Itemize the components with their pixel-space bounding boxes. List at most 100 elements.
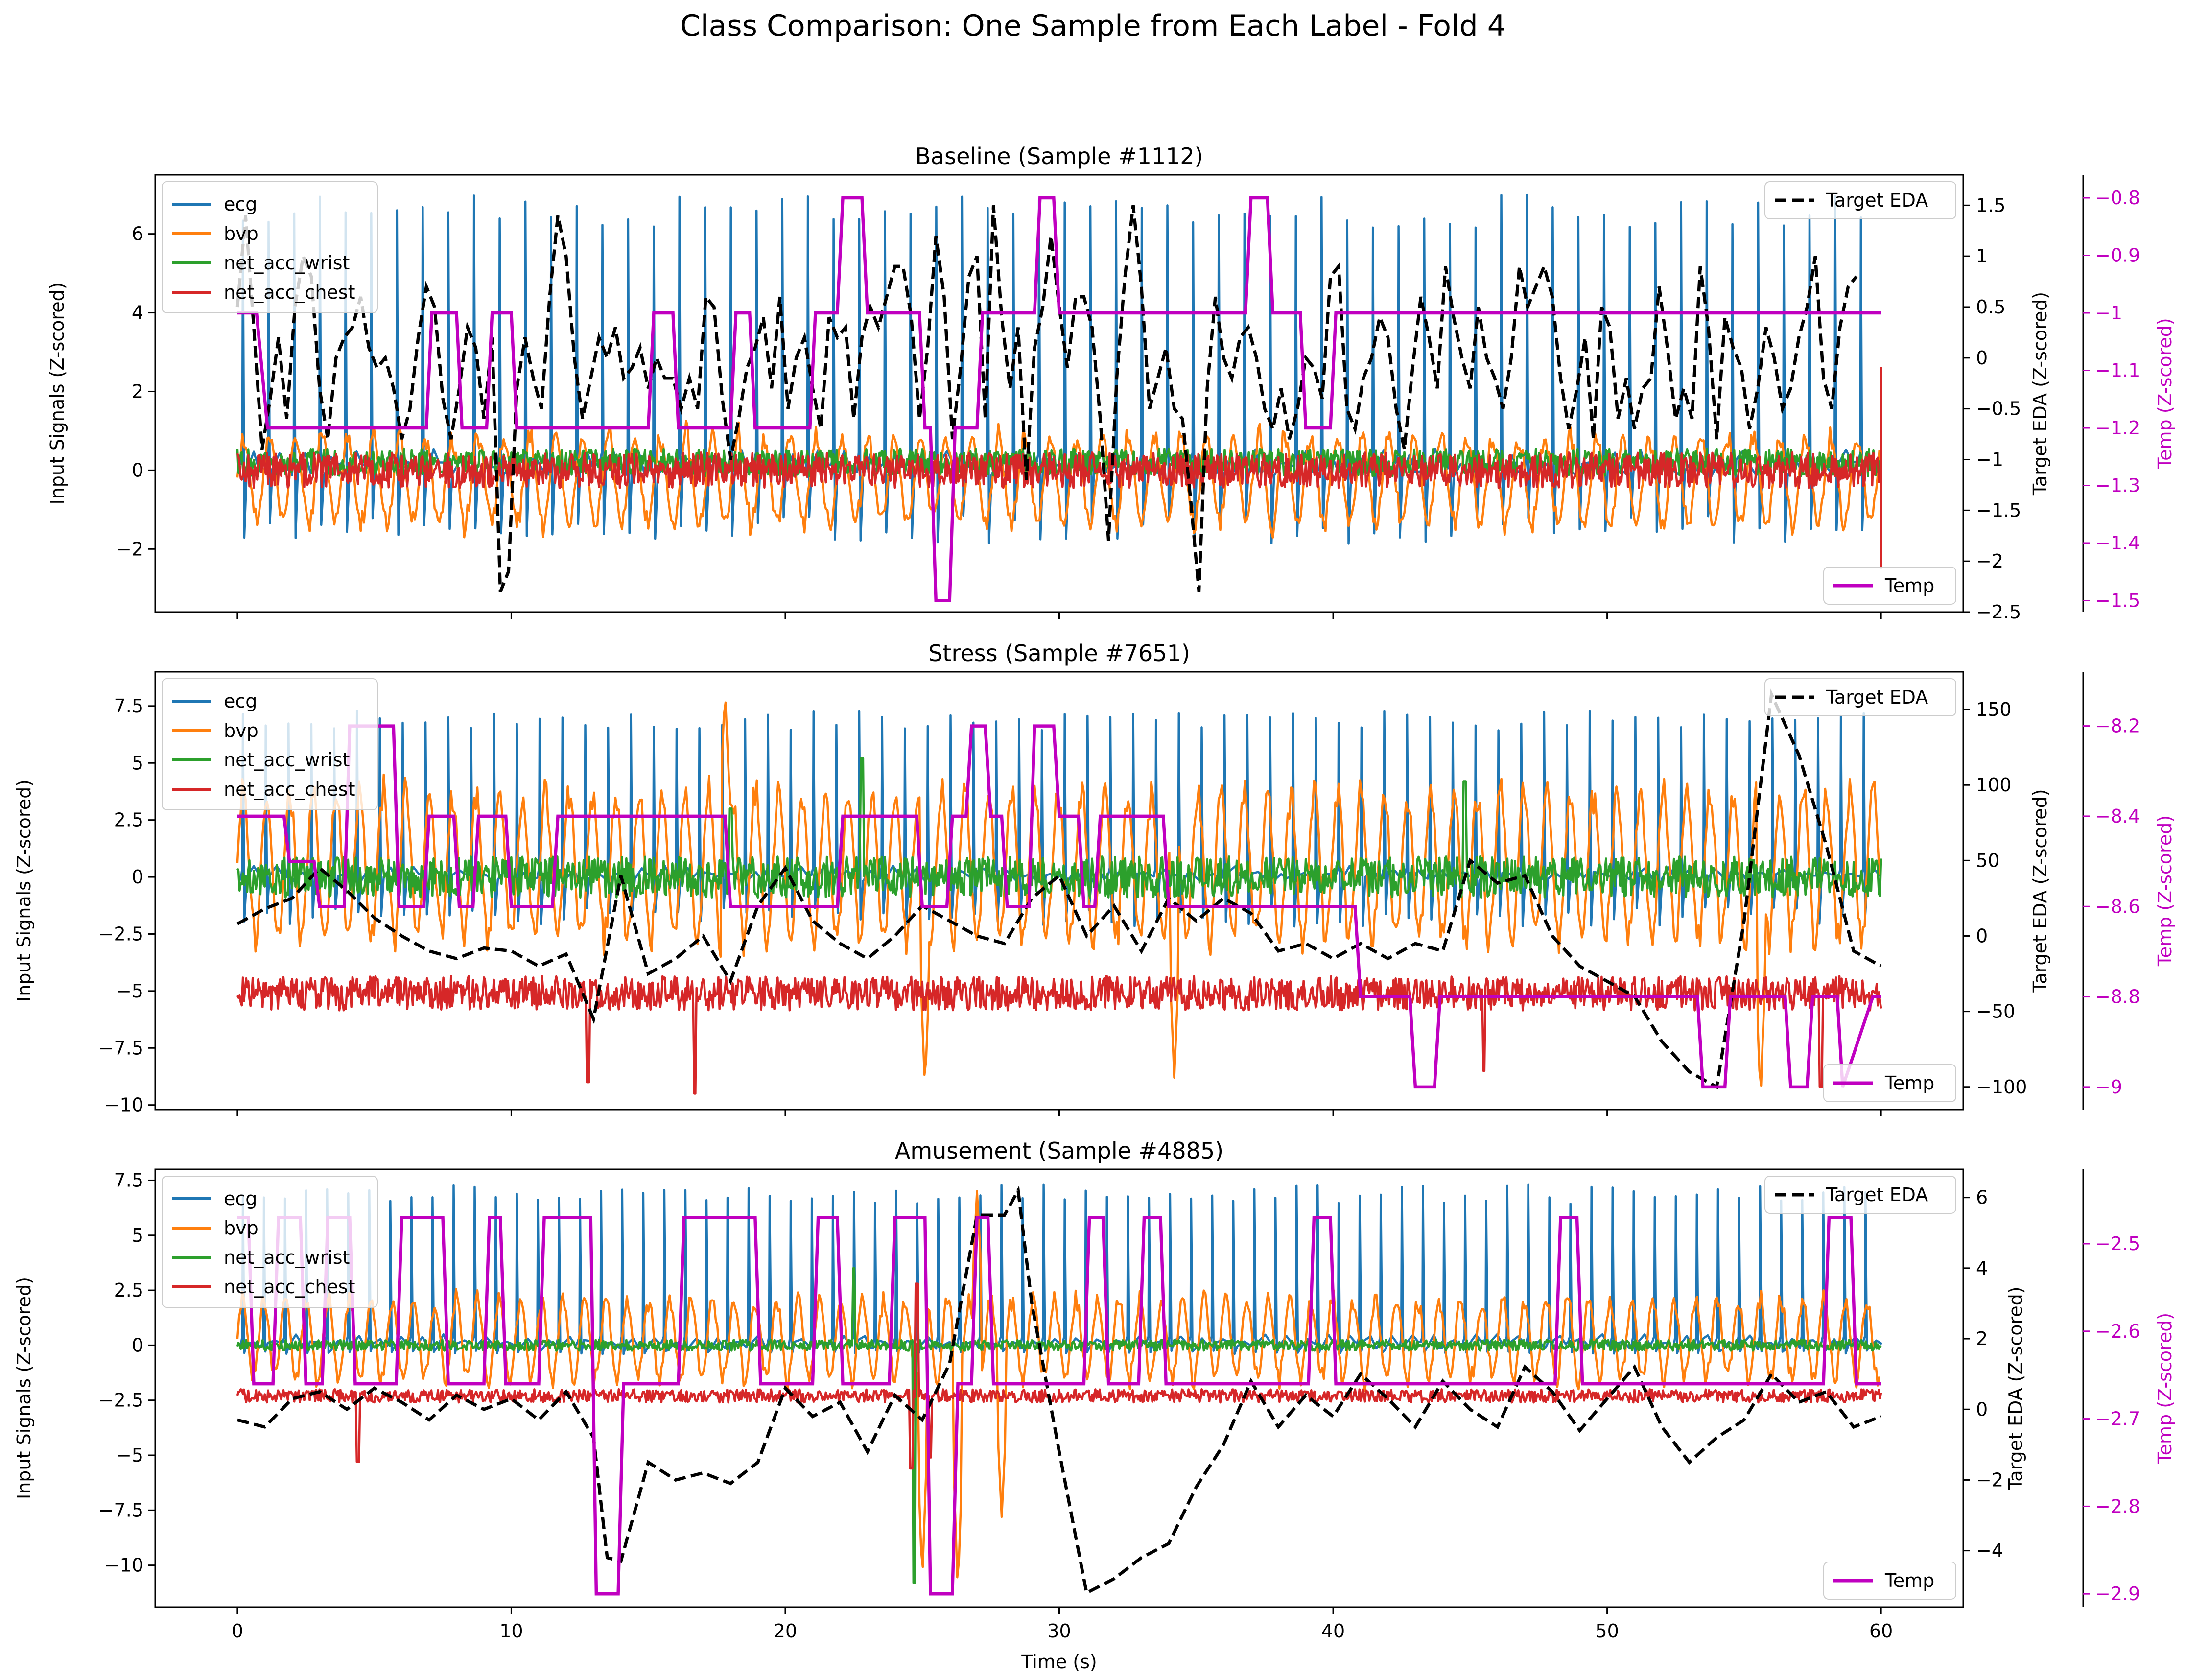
temp-axis-label: Temp (Z-scored) bbox=[2154, 318, 2176, 469]
y-tick-label: 4 bbox=[132, 302, 143, 324]
series-line-target-eda bbox=[235, 205, 1858, 592]
series-line-bvp bbox=[236, 701, 1881, 1087]
legend-label-net_acc_chest: net_acc_chest bbox=[224, 1276, 355, 1298]
eda-tick-label: −4 bbox=[1976, 1540, 2003, 1562]
y-tick-label: −5 bbox=[116, 980, 143, 1002]
eda-tick-label: 1 bbox=[1976, 245, 1988, 267]
legend-label-ecg: ecg bbox=[224, 193, 257, 215]
x-tick-label: 30 bbox=[1047, 1620, 1071, 1642]
legend-inputs: ecg bvp net_acc_wrist net_acc_chest bbox=[162, 181, 378, 313]
y-tick-label: 0 bbox=[132, 866, 143, 888]
y-tick-label: 2 bbox=[132, 380, 143, 402]
y-tick-label: −10 bbox=[104, 1555, 143, 1576]
legend-eda: Target EDA bbox=[1764, 181, 1956, 219]
temp-tick-label: −2.7 bbox=[2095, 1408, 2140, 1430]
series-line-temp bbox=[237, 1216, 1881, 1596]
legend-label-bvp: bvp bbox=[224, 720, 259, 741]
figure-title: Class Comparison: One Sample from Each L… bbox=[680, 9, 1506, 43]
temp-tick-label: −9 bbox=[2095, 1076, 2122, 1098]
temp-tick-label: −0.9 bbox=[2095, 245, 2140, 266]
temp-tick-label: −2.6 bbox=[2095, 1321, 2140, 1342]
legend-label-bvp: bvp bbox=[224, 1217, 259, 1239]
series-line-net_acc_wrist bbox=[236, 1267, 1882, 1584]
series-line-target-eda bbox=[237, 1185, 1882, 1596]
eda-tick-label: 50 bbox=[1976, 850, 1999, 871]
eda-tick-label: −2 bbox=[1976, 1469, 2003, 1491]
y-tick-label: −2.5 bbox=[98, 1390, 143, 1411]
eda-axis-label: Target EDA (Z-scored) bbox=[2029, 292, 2051, 496]
series-line-bvp bbox=[236, 1190, 1881, 1579]
temp-tick-label: −1.5 bbox=[2095, 590, 2140, 612]
legend-label-net_acc_chest: net_acc_chest bbox=[224, 779, 355, 800]
y-tick-label: 2.5 bbox=[114, 809, 143, 831]
eda-tick-label: 4 bbox=[1976, 1257, 1988, 1279]
legend-label-temp: Temp bbox=[1884, 1570, 1934, 1591]
legend-label-net_acc_wrist: net_acc_wrist bbox=[224, 749, 350, 771]
y-tick-label: 0 bbox=[132, 459, 143, 481]
chart-panel-3: Amusement (Sample #4885)0 10 20 30 40 50 60Tim… bbox=[13, 1137, 2176, 1673]
y-tick-label: −7.5 bbox=[98, 1037, 143, 1059]
legend-label-net_acc_wrist: net_acc_wrist bbox=[224, 1247, 350, 1268]
temp-axis-label: Temp (Z-scored) bbox=[2154, 815, 2176, 967]
y-tick-label: −10 bbox=[104, 1094, 143, 1116]
legend-label-ecg: ecg bbox=[224, 1188, 257, 1209]
y-tick-label: −5 bbox=[116, 1444, 143, 1466]
plot-area bbox=[235, 193, 1882, 602]
temp-tick-label: −2.9 bbox=[2095, 1583, 2140, 1605]
panel-title: Baseline (Sample #1112) bbox=[915, 143, 1203, 169]
temp-tick-label: −1.1 bbox=[2095, 360, 2140, 381]
series-line-net_acc_chest bbox=[236, 975, 1882, 1095]
legend-box bbox=[1823, 1064, 1956, 1102]
legend-box bbox=[162, 181, 378, 313]
x-tick-label: 50 bbox=[1595, 1620, 1619, 1642]
series-line-net_acc_chest bbox=[236, 366, 1882, 569]
legend-label-ecg: ecg bbox=[224, 690, 257, 712]
legend-label-net_acc_chest: net_acc_chest bbox=[224, 282, 355, 303]
y-axis-label: Input Signals (Z-scored) bbox=[13, 1277, 35, 1499]
chart-panel-2: Stress (Sample #7651) −10 −7.5 −5 −2.5 0 2.5 5 7… bbox=[13, 640, 2176, 1116]
series-line-target-eda bbox=[236, 688, 1882, 1089]
legend-box bbox=[1823, 1562, 1956, 1600]
x-tick-label: 40 bbox=[1321, 1620, 1345, 1642]
legend-temp: Temp bbox=[1823, 567, 1956, 605]
temp-tick-label: −8.8 bbox=[2095, 986, 2140, 1008]
series-line-temp bbox=[237, 196, 1881, 602]
legend-label-bvp: bvp bbox=[224, 223, 259, 244]
eda-tick-label: −100 bbox=[1976, 1076, 2027, 1098]
series-line-ecg bbox=[239, 710, 1881, 928]
eda-tick-label: 0 bbox=[1976, 925, 1988, 946]
panel-title: Amusement (Sample #4885) bbox=[895, 1137, 1223, 1164]
x-axis-label: Time (s) bbox=[1021, 1651, 1097, 1673]
y-tick-label: 7.5 bbox=[114, 1169, 143, 1191]
legend-temp: Temp bbox=[1823, 1064, 1956, 1102]
legend-label-eda: Target EDA bbox=[1826, 686, 1928, 708]
eda-tick-label: 0 bbox=[1976, 1398, 1988, 1420]
legend-box bbox=[162, 1176, 378, 1308]
legend-eda: Target EDA bbox=[1764, 678, 1956, 716]
eda-tick-label: −50 bbox=[1976, 1001, 2015, 1022]
legend-label-temp: Temp bbox=[1884, 1072, 1934, 1094]
y-tick-label: −7.5 bbox=[98, 1499, 143, 1521]
eda-tick-label: 1.5 bbox=[1976, 194, 2005, 216]
y-tick-label: 5 bbox=[132, 752, 143, 774]
temp-tick-label: −0.8 bbox=[2095, 187, 2140, 209]
x-tick-label: 60 bbox=[1869, 1620, 1893, 1642]
plot-area bbox=[236, 1183, 1883, 1596]
temp-tick-label: −2.5 bbox=[2095, 1233, 2140, 1254]
eda-tick-label: −2 bbox=[1976, 550, 2003, 572]
temp-axis-label: Temp (Z-scored) bbox=[2154, 1313, 2176, 1464]
eda-tick-label: 6 bbox=[1976, 1187, 1988, 1208]
eda-tick-label: 150 bbox=[1976, 699, 2012, 720]
legend-label-eda: Target EDA bbox=[1826, 1184, 1928, 1206]
eda-tick-label: −0.5 bbox=[1976, 398, 2021, 420]
legend-eda: Target EDA bbox=[1764, 1176, 1956, 1214]
eda-tick-label: 100 bbox=[1976, 774, 2012, 796]
series-line-net_acc_wrist bbox=[236, 757, 1882, 899]
x-tick-label: 10 bbox=[499, 1620, 523, 1642]
legend-box bbox=[1764, 181, 1956, 219]
temp-tick-label: −2.8 bbox=[2095, 1495, 2140, 1517]
y-tick-label: −2.5 bbox=[98, 923, 143, 945]
temp-tick-label: −1 bbox=[2095, 302, 2122, 324]
y-axis-label: Input Signals (Z-scored) bbox=[47, 282, 68, 504]
